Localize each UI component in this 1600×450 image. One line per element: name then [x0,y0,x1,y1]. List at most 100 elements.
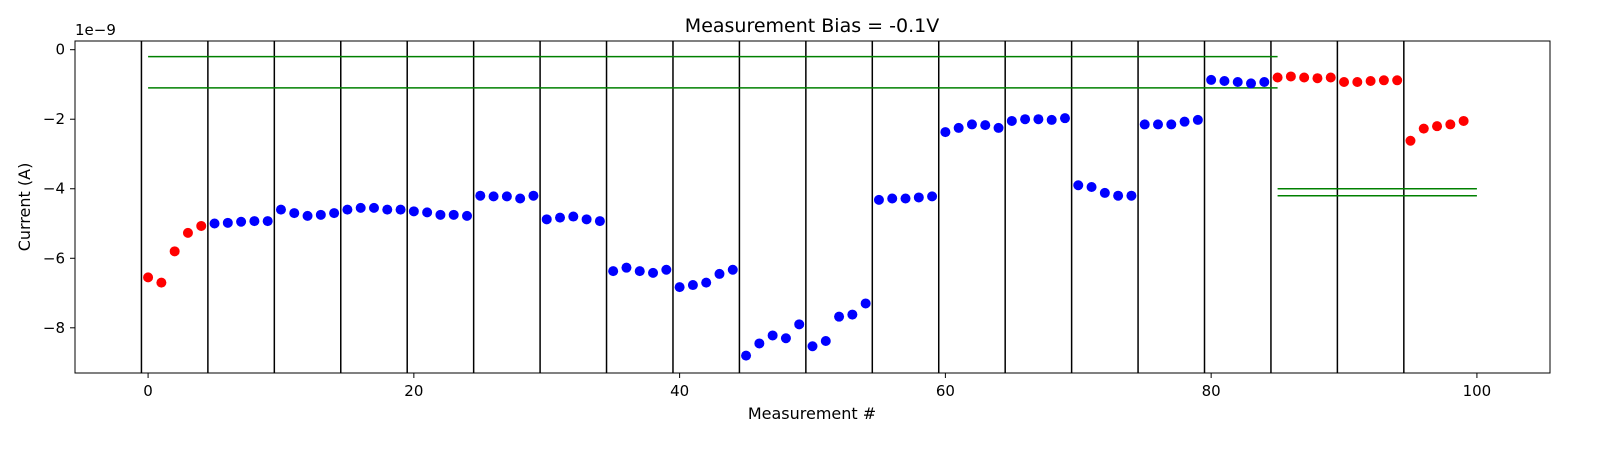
blue-data-point-43 [714,268,725,279]
blue-data-point-74 [1126,190,1137,201]
blue-data-point-10 [275,204,286,215]
blue-data-point-58 [913,192,924,203]
blue-data-point-52 [834,311,845,322]
red-data-point-90 [1339,77,1350,88]
blue-data-point-55 [873,194,884,205]
y-tick-label-3: −6 [43,249,65,267]
red-data-point-97 [1432,121,1443,132]
blue-data-point-19 [395,204,406,215]
blue-data-point-50 [807,341,818,352]
red-data-point-0 [143,272,154,283]
red-data-point-3 [182,227,193,238]
blue-data-point-14 [329,208,340,219]
blue-data-point-83 [1246,78,1257,89]
blue-data-point-76 [1152,119,1163,130]
blue-data-point-70 [1073,180,1084,191]
blue-data-point-60 [940,127,951,138]
blue-data-point-7 [236,216,247,227]
blue-data-point-18 [382,204,393,215]
plot-lines [140,41,1477,373]
blue-data-point-15 [342,204,353,215]
blue-data-point-30 [541,214,552,225]
blue-data-point-40 [674,282,685,293]
red-data-point-86 [1285,71,1296,82]
blue-data-point-23 [448,209,459,220]
blue-data-point-24 [462,210,473,221]
y-tick-label-4: −8 [43,319,65,337]
blue-data-point-35 [608,266,619,277]
blue-data-point-17 [368,202,379,213]
blue-data-point-27 [501,191,512,202]
blue-data-point-75 [1139,119,1150,130]
blue-data-point-12 [302,210,313,221]
red-data-point-95 [1405,135,1416,146]
blue-data-point-68 [1046,114,1057,125]
blue-data-point-8 [249,216,260,227]
blue-data-point-80 [1206,74,1217,85]
red-data-point-93 [1378,75,1389,86]
red-data-point-91 [1352,77,1363,88]
blue-data-point-46 [754,338,765,349]
blue-data-point-34 [594,216,605,227]
x-axis-label: Measurement # [748,404,876,423]
blue-data-point-69 [1059,113,1070,124]
red-data-point-98 [1445,119,1456,130]
blue-data-point-84 [1259,77,1270,88]
blue-data-point-56 [887,193,898,204]
blue-data-point-47 [767,330,778,341]
blue-data-point-45 [741,350,752,361]
blue-data-point-9 [262,216,273,227]
blue-data-point-82 [1232,77,1243,88]
blue-data-point-20 [408,206,419,217]
y-tick-label-1: −2 [43,110,65,128]
blue-data-point-44 [727,264,738,275]
red-data-point-92 [1365,75,1376,86]
y-offset-label: 1e−9 [75,21,116,39]
blue-data-point-77 [1166,119,1177,130]
x-axis: 0 20 40 60 80 100 [143,373,1491,400]
blue-data-point-26 [488,191,499,202]
red-data-point-1 [156,277,167,288]
blue-data-point-62 [966,119,977,130]
y-axis-label: Current (A) [15,163,34,252]
blue-data-point-66 [1020,114,1031,125]
red-data-point-89 [1325,72,1336,83]
blue-data-point-11 [289,208,300,219]
y-tick-label-2: −4 [43,180,65,198]
blue-data-point-42 [701,277,712,288]
blue-data-point-38 [648,267,659,278]
y-axis: 0 −2 −4 −6 −8 [43,41,75,337]
x-tick-label-20: 20 [404,382,423,400]
blue-data-point-36 [621,262,632,273]
blue-data-point-37 [634,266,645,277]
red-data-point-99 [1458,115,1469,126]
plot-frame [74,40,1551,374]
x-tick-label-80: 80 [1202,382,1221,400]
blue-data-point-29 [528,190,539,201]
plot-points [143,71,1469,361]
blue-data-point-41 [687,280,698,291]
blue-data-point-39 [661,264,672,275]
red-data-point-4 [196,220,207,231]
x-tick-label-0: 0 [143,382,153,400]
blue-data-point-13 [315,209,326,220]
x-tick-label-100: 100 [1463,382,1492,400]
blue-data-point-67 [1033,114,1044,125]
x-tick-label-40: 40 [670,382,689,400]
blue-data-point-73 [1113,190,1124,201]
blue-data-point-25 [475,190,486,201]
y-tick-label-0: 0 [55,41,65,59]
blue-data-point-16 [355,202,366,213]
blue-data-point-6 [222,217,233,228]
blue-data-point-72 [1099,187,1110,198]
blue-data-point-64 [993,122,1004,133]
x-tick-label-60: 60 [936,382,955,400]
blue-data-point-57 [900,193,911,204]
blue-data-point-48 [780,333,791,344]
blue-data-point-5 [209,218,220,229]
blue-data-point-53 [847,309,858,320]
blue-data-point-54 [860,298,871,309]
blue-data-point-21 [422,207,433,218]
blue-data-point-61 [953,122,964,133]
